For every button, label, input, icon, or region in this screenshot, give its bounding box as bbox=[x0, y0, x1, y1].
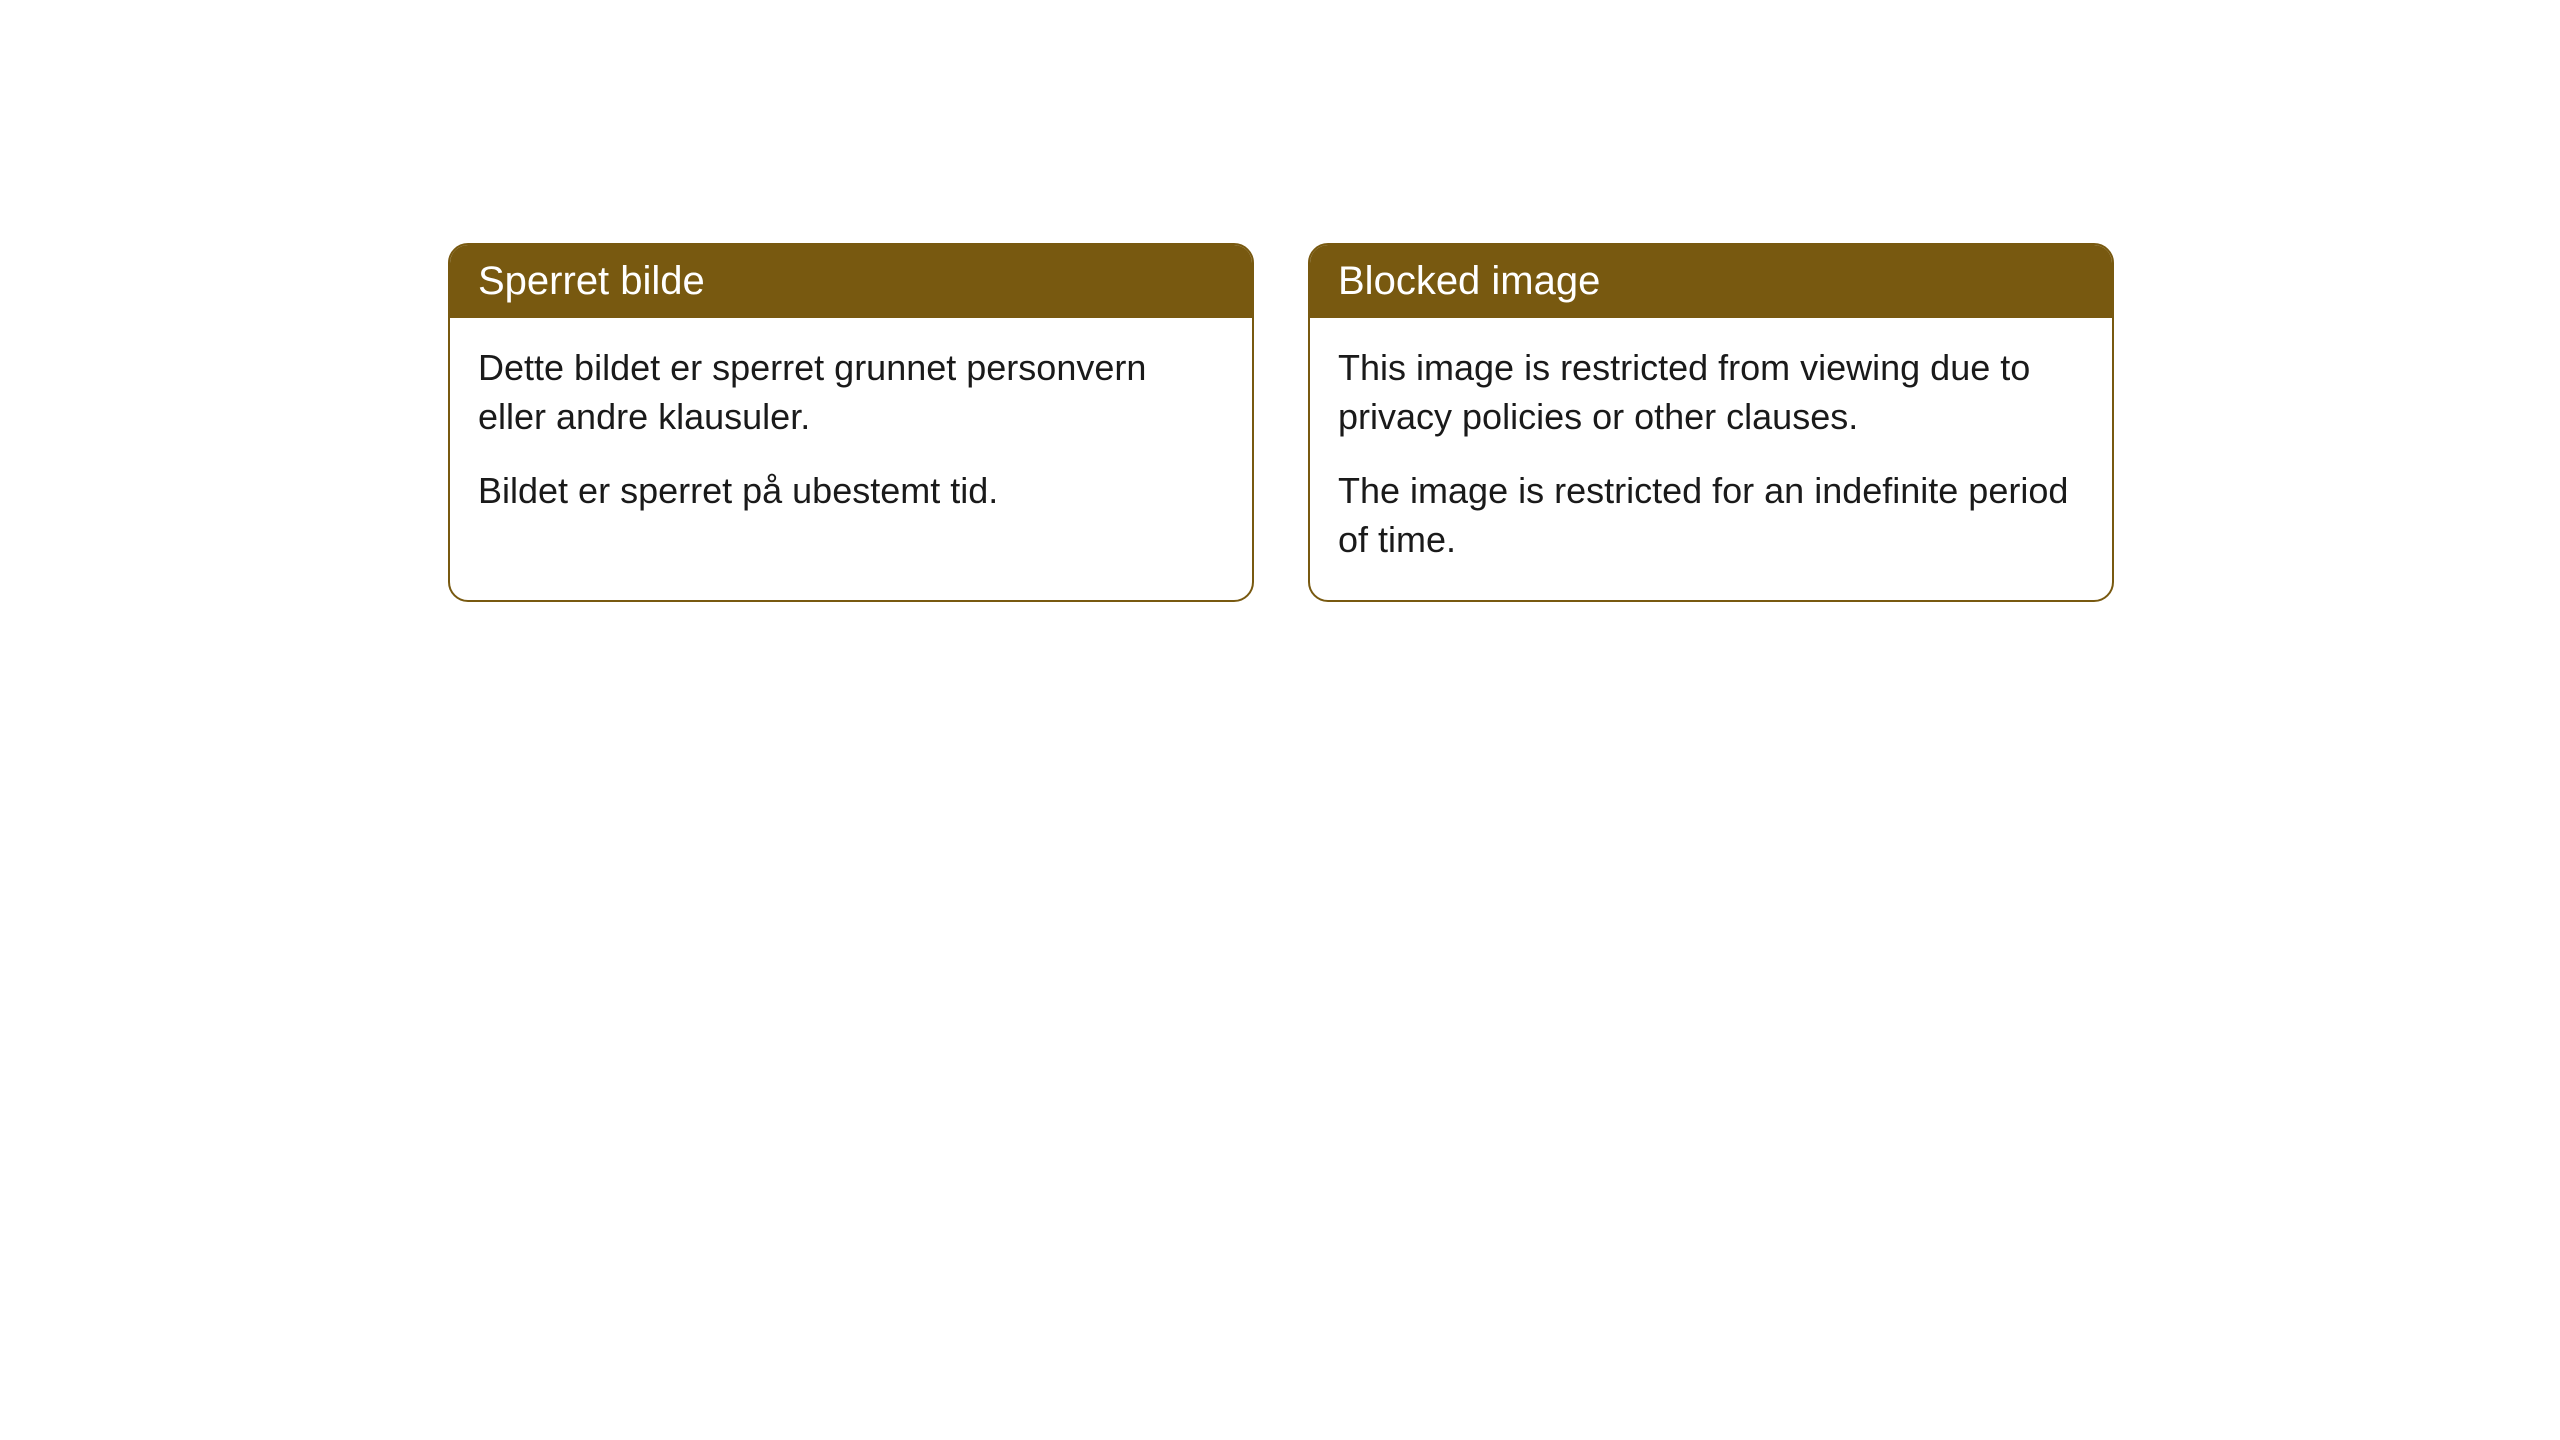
notice-card-title: Blocked image bbox=[1338, 259, 1600, 303]
notice-card-body: Dette bildet er sperret grunnet personve… bbox=[450, 318, 1252, 552]
notice-card-paragraph: Bildet er sperret på ubestemt tid. bbox=[478, 467, 1224, 516]
notice-card-paragraph: This image is restricted from viewing du… bbox=[1338, 344, 2084, 441]
notice-card-header: Sperret bilde bbox=[450, 245, 1252, 318]
notice-card-paragraph: Dette bildet er sperret grunnet personve… bbox=[478, 344, 1224, 441]
notice-card-english: Blocked image This image is restricted f… bbox=[1308, 243, 2114, 602]
notice-card-title: Sperret bilde bbox=[478, 259, 705, 303]
notice-card-norwegian: Sperret bilde Dette bildet er sperret gr… bbox=[448, 243, 1254, 602]
notice-card-body: This image is restricted from viewing du… bbox=[1310, 318, 2112, 600]
notice-cards-container: Sperret bilde Dette bildet er sperret gr… bbox=[448, 243, 2114, 602]
notice-card-header: Blocked image bbox=[1310, 245, 2112, 318]
notice-card-paragraph: The image is restricted for an indefinit… bbox=[1338, 467, 2084, 564]
